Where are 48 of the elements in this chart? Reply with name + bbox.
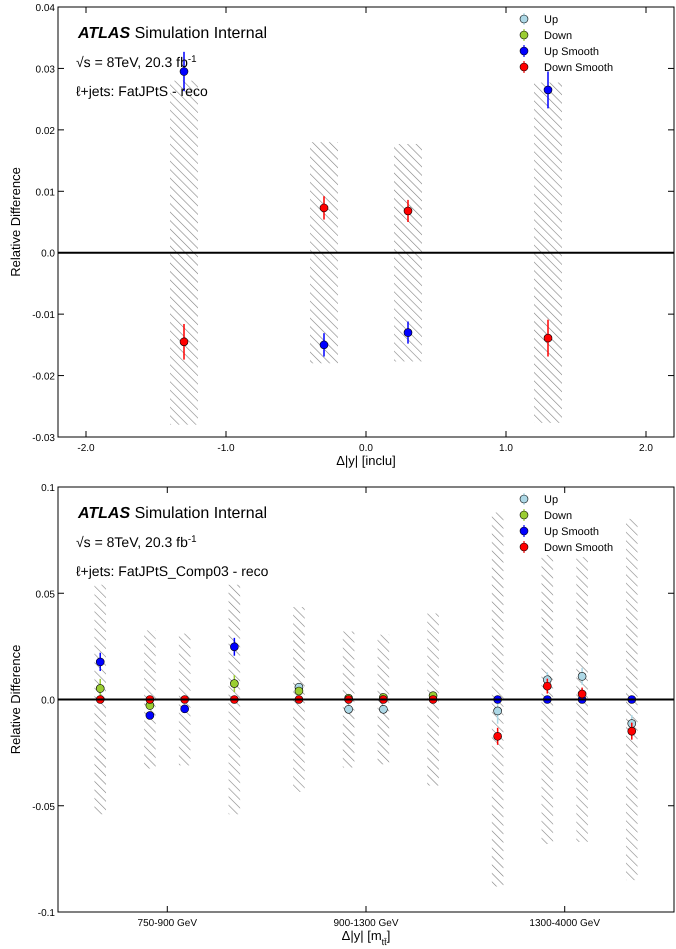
point [320, 340, 328, 350]
y-tick-label: 0.03 [36, 64, 56, 76]
annotation: √s = 8TeV, 20.3 fb$^{-1}$ [76, 534, 197, 550]
bar [534, 82, 562, 423]
y-axis-title: Relative Difference [8, 644, 23, 754]
annotation: ATLAS Simulation Internal [77, 25, 268, 42]
legend-label: Up Smooth [544, 46, 600, 58]
text: 900-1300 GeV [333, 918, 399, 929]
point [404, 206, 412, 216]
legend-label: Down Smooth [544, 62, 614, 74]
point [180, 337, 188, 346]
x-tick-label: -1.0 [217, 443, 236, 454]
bar [394, 144, 422, 362]
y-tick-label: 0.0 [41, 696, 56, 706]
y-tick-label: -0.01 [32, 310, 56, 322]
y-tick-label: -0.03 [32, 433, 56, 444]
text: 750-900 GeV [138, 918, 198, 929]
x-tick-label: 0.0 [359, 443, 374, 454]
text: 1300-4000 GeV [529, 918, 600, 929]
x-tick-label: 2.0 [639, 443, 654, 454]
legend-label: Up [544, 494, 558, 506]
x-axis-title: Δ|y| [m$_{tt̄}$] [342, 928, 390, 947]
y-tick-label: -0.1 [38, 908, 56, 919]
legend-label: Up Smooth [544, 526, 600, 538]
legend-label: Down [544, 30, 572, 42]
y-tick-label: 0.0 [41, 248, 56, 260]
y-tick-label: 0.05 [36, 589, 56, 600]
annotation: ℓ+jets: FatJPtS - reco [76, 83, 208, 99]
legend-label: Up [544, 14, 558, 26]
x-axis-title: Δ|y| [inclu] [336, 453, 396, 468]
annotation: ℓ+jets: FatJPtS_Comp03 - reco [76, 563, 269, 579]
point [404, 328, 412, 337]
point [544, 334, 552, 342]
y-tick-label: -0.02 [32, 372, 56, 383]
x-tick-label: -2.0 [77, 443, 96, 454]
y-tick-label: 0.1 [41, 483, 56, 494]
annotation: ATLAS Simulation Internal [77, 505, 268, 522]
y-tick-label: 0.01 [36, 187, 56, 198]
x-tick-label: 1.0 [499, 443, 514, 454]
y-tick-label: 0.04 [36, 3, 56, 14]
legend-label: Down [544, 510, 572, 522]
point [544, 86, 552, 94]
y-axis-title: Relative Difference [8, 167, 23, 277]
y-tick-label: -0.05 [32, 802, 56, 813]
bar [310, 142, 338, 364]
legend-label: Down Smooth [544, 542, 614, 554]
point [320, 204, 328, 212]
y-tick-label: 0.02 [36, 126, 56, 137]
